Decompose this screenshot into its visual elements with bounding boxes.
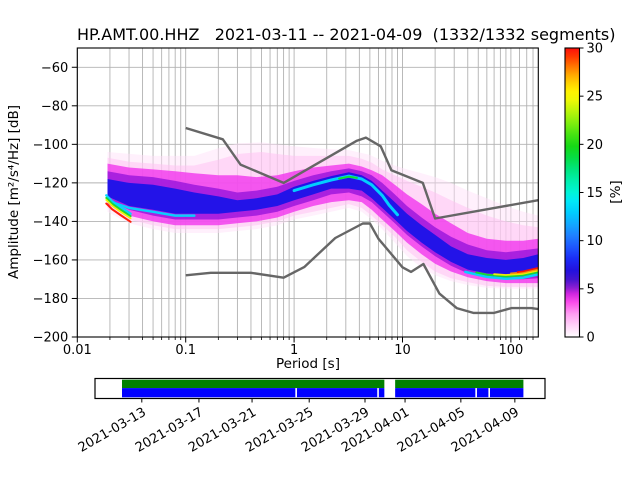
colorbar: 0 5 10 15 20 25 30 — [564, 42, 604, 346]
colorbar-tick-label: 25 — [587, 90, 604, 105]
colorbar-label: [%] — [608, 180, 624, 204]
colorbar-tick-label: 15 — [587, 186, 604, 201]
density-band-blue-core — [107, 172, 539, 275]
figure-title: HP.AMT.00.HHZ 2021-03-11 -- 2021-04-09 (… — [77, 25, 616, 44]
y-tick-label: −140 — [33, 215, 69, 230]
coverage-gap — [384, 379, 396, 398]
colorbar-tick-label: 0 — [587, 331, 595, 346]
y-tick-label: −100 — [33, 138, 69, 153]
y-tick-label: −200 — [33, 331, 69, 346]
x-tick-label: 10 — [394, 343, 411, 358]
y-axis-label: Amplitude [m²/s⁴/Hz] [dB] — [6, 104, 22, 280]
density-line-yellow-left-tip — [105, 199, 132, 220]
density-line-red-left-tip — [105, 202, 132, 223]
date-labels: 2021-03-132021-03-172021-03-212021-03-25… — [76, 405, 522, 456]
y-tick-label: −120 — [33, 176, 69, 191]
density-line-orange-long-period — [510, 268, 539, 275]
x-axis-label: Period [s] — [276, 356, 340, 372]
y-tick-label: −180 — [33, 292, 69, 307]
y-tick-label: −80 — [41, 99, 68, 114]
axes-frame — [71, 47, 539, 343]
y-tick-labels: −60 −80 −100 −120 −140 −160 −180 −200 — [33, 61, 69, 346]
density-line-cyan-microseism-ridge — [292, 174, 399, 217]
noise-model-high-line — [185, 126, 539, 220]
x-tick-label: 0.01 — [63, 343, 92, 358]
noise-models — [185, 126, 539, 315]
x-tick-label: 100 — [498, 343, 523, 358]
density-line-green-left-tip — [105, 196, 132, 218]
x-tick-label: 0.1 — [175, 343, 196, 358]
ppsd-density — [105, 142, 539, 289]
density-line-yellow-long-period — [493, 269, 539, 276]
coverage-bar — [94, 377, 546, 403]
colorbar-gradient — [564, 47, 581, 338]
coverage-thin-gap — [488, 388, 490, 398]
coverage-thin-gap — [377, 388, 379, 398]
coverage-thin-gap — [295, 388, 297, 398]
colorbar-tick-label: 20 — [587, 138, 604, 153]
y-tick-label: −60 — [41, 61, 68, 76]
coverage-thin-gap — [475, 388, 477, 398]
colorbar-tick-label: 5 — [587, 282, 595, 297]
colorbar-tick-label: 30 — [587, 42, 604, 57]
x-tick-label: 1 — [290, 343, 298, 358]
colorbar-tick-label: 10 — [587, 234, 604, 249]
density-line-green-long-period — [475, 271, 539, 278]
x-tick-labels: 0.01 0.1 1 10 100 — [63, 343, 523, 358]
density-line-cyan-left-tip — [105, 194, 132, 215]
density-line-red-long-period — [516, 266, 539, 273]
noise-model-low-line — [185, 222, 539, 315]
coverage-blue — [122, 388, 524, 398]
y-tick-label: −160 — [33, 253, 69, 268]
coverage-green — [122, 379, 524, 389]
density-line-cyan-short-period-strip — [113, 201, 196, 217]
density-line-cyan-long-period — [464, 270, 539, 281]
density-line-green-microseism-peak — [338, 175, 358, 180]
